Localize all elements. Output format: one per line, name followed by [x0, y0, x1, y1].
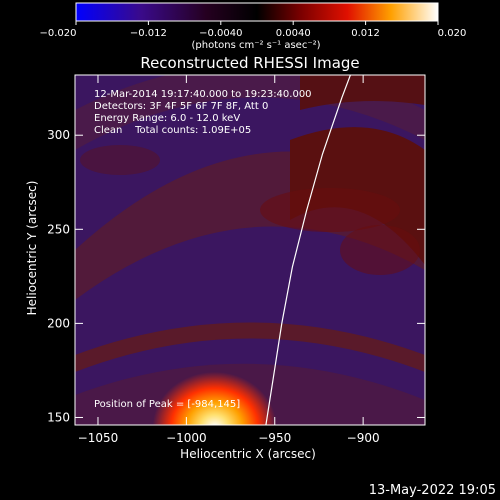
annotation-clean-counts: Clean Total counts: 1.09E+05 — [94, 125, 251, 136]
colorbar-tick-label: −0.012 — [130, 28, 167, 39]
colorbar-tick-label: −0.0040 — [199, 28, 242, 39]
chart-title: Reconstructed RHESSI Image — [140, 54, 359, 72]
colorbar-tick-label: 0.012 — [351, 28, 380, 39]
peak-position-label: Position of Peak = [-984,145] — [94, 399, 240, 410]
annotation-time-range: 12-Mar-2014 19:17:40.000 to 19:23:40.000 — [94, 89, 312, 100]
plot-frame — [74, 74, 426, 426]
x-tick-label: −900 — [347, 431, 380, 445]
colorbar-tick-label: 0.020 — [438, 28, 467, 39]
axis-ticks: −1050 −1000 −950 −900 150 200 250 300 — [47, 75, 425, 445]
annotation-detectors: Detectors: 3F 4F 5F 6F 7F 8F, Att 0 — [94, 101, 268, 112]
colorbar: −0.020 −0.012 −0.0040 0.0040 0.012 0.020 (pho… — [39, 2, 466, 51]
y-axis-label: Heliocentric Y (arcsec) — [25, 181, 39, 316]
colorbar-ticks: −0.020 −0.012 −0.0040 0.0040 0.012 0.020 — [39, 21, 466, 39]
y-tick-label: 200 — [47, 316, 70, 330]
y-tick-label: 300 — [47, 128, 70, 142]
annotation-block: 12-Mar-2014 19:17:40.000 to 19:23:40.000… — [94, 89, 312, 136]
y-tick-label: 150 — [47, 410, 70, 424]
peak-source — [152, 371, 277, 425]
colorbar-tick-label: 0.0040 — [276, 28, 311, 39]
image-bands — [75, 75, 425, 425]
footer-timestamp: 13-May-2022 19:05 — [369, 483, 496, 498]
annotation-energy-range: Energy Range: 6.0 - 12.0 keV — [94, 113, 240, 124]
solar-limb-curve — [265, 75, 352, 425]
y-tick-label: 250 — [47, 222, 70, 236]
x-tick-label: −1050 — [78, 431, 119, 445]
colorbar-gradient — [75, 2, 439, 22]
plot-area — [75, 75, 425, 425]
x-tick-label: −1000 — [166, 431, 207, 445]
colorbar-tick-label: −0.020 — [39, 28, 76, 39]
x-tick-label: −950 — [258, 431, 291, 445]
colorbar-unit-label: (photons cm⁻² s⁻¹ asec⁻²) — [191, 40, 320, 51]
x-axis-label: Heliocentric X (arcsec) — [180, 447, 316, 461]
